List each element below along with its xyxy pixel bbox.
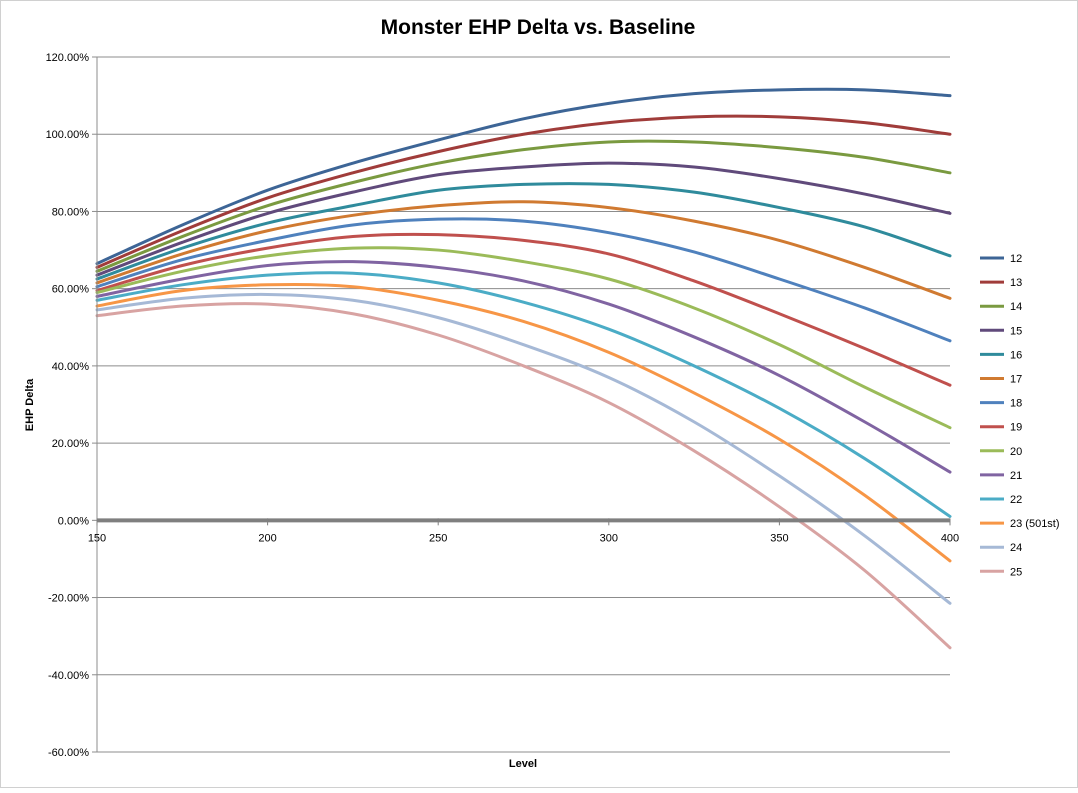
y-tick-label: 40.00% bbox=[52, 361, 90, 373]
series-line-13 bbox=[95, 114, 952, 269]
legend-label: 25 bbox=[1010, 566, 1022, 578]
series-line-17 bbox=[95, 200, 952, 300]
chart-title: Monster EHP Delta vs. Baseline bbox=[381, 16, 696, 39]
series-line-18 bbox=[95, 217, 952, 343]
legend-label: 16 bbox=[1010, 349, 1022, 361]
series-line-19 bbox=[95, 232, 952, 387]
y-tick-label: -40.00% bbox=[48, 670, 89, 682]
series-line-23 bbox=[95, 282, 952, 563]
legend: 12 13 14 15 16 17 18 19 20 21 22 23 (501st) 24 25 bbox=[980, 253, 1060, 578]
legend-label: 13 bbox=[1010, 277, 1022, 289]
series-line-12 bbox=[95, 87, 952, 266]
legend-label: 21 bbox=[1010, 470, 1022, 482]
y-axis-label: EHP Delta bbox=[24, 378, 36, 431]
y-tick-label: 80.00% bbox=[52, 206, 90, 218]
y-tick-label: -20.00% bbox=[48, 593, 89, 605]
legend-label: 20 bbox=[1010, 446, 1022, 458]
legend-label: 23 (501st) bbox=[1010, 518, 1060, 530]
legend-label: 19 bbox=[1010, 422, 1022, 434]
y-tick-label: 60.00% bbox=[52, 284, 90, 296]
series-line-25 bbox=[95, 302, 952, 650]
x-tick-label: 200 bbox=[258, 532, 276, 544]
series-line-16 bbox=[95, 182, 952, 281]
legend-label: 15 bbox=[1010, 325, 1022, 337]
y-tick-label: 100.00% bbox=[46, 129, 90, 141]
y-tick-label: 120.00% bbox=[46, 52, 90, 64]
y-tick-label: 20.00% bbox=[52, 438, 90, 450]
y-tick-label: -60.00% bbox=[48, 747, 89, 759]
legend-label: 17 bbox=[1010, 374, 1022, 386]
series-line-22 bbox=[95, 271, 952, 518]
x-tick-label: 150 bbox=[88, 532, 106, 544]
x-tick-label: 350 bbox=[770, 532, 788, 544]
series-line-24 bbox=[95, 292, 952, 605]
x-tick-label: 400 bbox=[941, 532, 959, 544]
series-lines bbox=[95, 87, 952, 650]
x-axis-label: Level bbox=[509, 758, 537, 770]
y-tick-label: 0.00% bbox=[58, 515, 89, 527]
x-tick-label: 300 bbox=[600, 532, 618, 544]
series-line-14 bbox=[95, 139, 952, 273]
axes: 120.00% 100.00% 80.00% 60.00% 40.00% 20.00% 0.… bbox=[46, 52, 960, 759]
series-line-20 bbox=[95, 246, 952, 430]
legend-label: 14 bbox=[1010, 301, 1022, 313]
legend-label: 18 bbox=[1010, 398, 1022, 410]
legend-label: 12 bbox=[1010, 253, 1022, 265]
series-line-15 bbox=[95, 161, 952, 277]
series-line-21 bbox=[95, 260, 952, 474]
x-tick-label: 250 bbox=[429, 532, 447, 544]
legend-label: 24 bbox=[1010, 542, 1022, 554]
legend-label: 22 bbox=[1010, 494, 1022, 506]
